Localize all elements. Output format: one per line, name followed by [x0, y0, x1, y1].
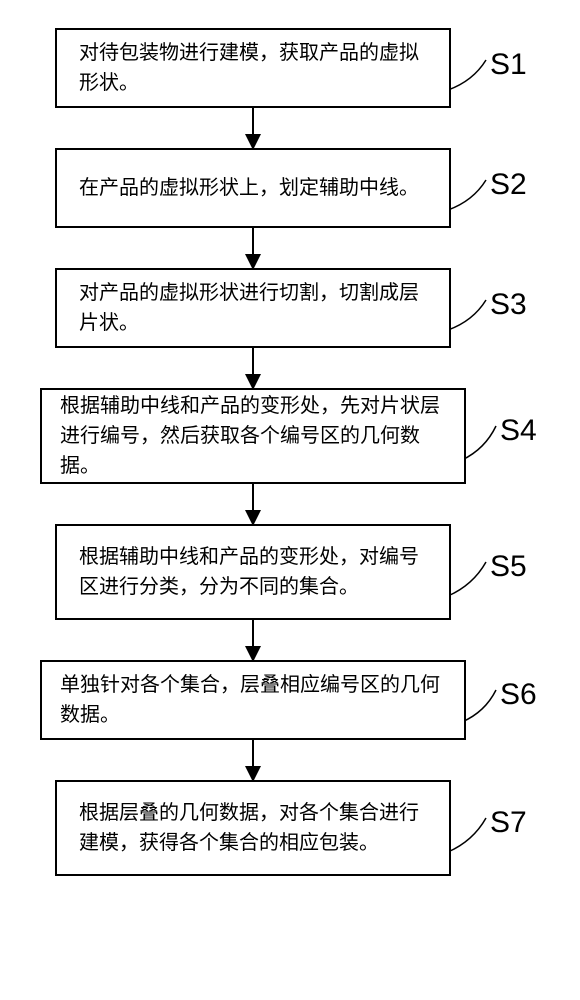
flowchart-step-text: 根据辅助中线和产品的变形处，先对片状层进行编号，然后获取各个编号区的几何数据。	[60, 391, 446, 481]
flowchart-step-s1: 对待包装物进行建模，获取产品的虚拟形状。	[55, 28, 451, 108]
flowchart-step-text: 单独针对各个集合，层叠相应编号区的几何数据。	[60, 670, 446, 730]
flowchart-step-label-s7: S7	[490, 806, 527, 840]
flowchart-step-label-s4: S4	[500, 414, 537, 448]
flowchart-step-label-s6: S6	[500, 678, 537, 712]
flowchart-step-text: 对待包装物进行建模，获取产品的虚拟形状。	[79, 38, 427, 98]
callout-line	[448, 818, 486, 852]
flowchart-step-s5: 根据辅助中线和产品的变形处，对编号区进行分类，分为不同的集合。	[55, 524, 451, 620]
flowchart-step-label-s1: S1	[490, 48, 527, 82]
flowchart-step-text: 对产品的虚拟形状进行切割，切割成层片状。	[79, 278, 427, 338]
flowchart-step-text: 在产品的虚拟形状上，划定辅助中线。	[79, 173, 427, 203]
flowchart-step-text: 根据辅助中线和产品的变形处，对编号区进行分类，分为不同的集合。	[79, 542, 427, 602]
callout-line	[448, 60, 486, 90]
callout-line	[448, 300, 486, 330]
flowchart-step-s6: 单独针对各个集合，层叠相应编号区的几何数据。	[40, 660, 466, 740]
callout-line	[448, 180, 486, 210]
flowchart-step-label-s3: S3	[490, 288, 527, 322]
flowchart-container: 对待包装物进行建模，获取产品的虚拟形状。 S1 在产品的虚拟形状上，划定辅助中线。 S…	[0, 0, 580, 1000]
callout-line	[462, 690, 496, 722]
callout-line	[448, 562, 486, 596]
flowchart-step-label-s2: S2	[490, 168, 527, 202]
flowchart-step-s3: 对产品的虚拟形状进行切割，切割成层片状。	[55, 268, 451, 348]
flowchart-step-s7: 根据层叠的几何数据，对各个集合进行建模，获得各个集合的相应包装。	[55, 780, 451, 876]
callout-line	[462, 426, 496, 460]
flowchart-step-s2: 在产品的虚拟形状上，划定辅助中线。	[55, 148, 451, 228]
flowchart-step-label-s5: S5	[490, 550, 527, 584]
flowchart-step-text: 根据层叠的几何数据，对各个集合进行建模，获得各个集合的相应包装。	[79, 798, 427, 858]
flowchart-step-s4: 根据辅助中线和产品的变形处，先对片状层进行编号，然后获取各个编号区的几何数据。	[40, 388, 466, 484]
